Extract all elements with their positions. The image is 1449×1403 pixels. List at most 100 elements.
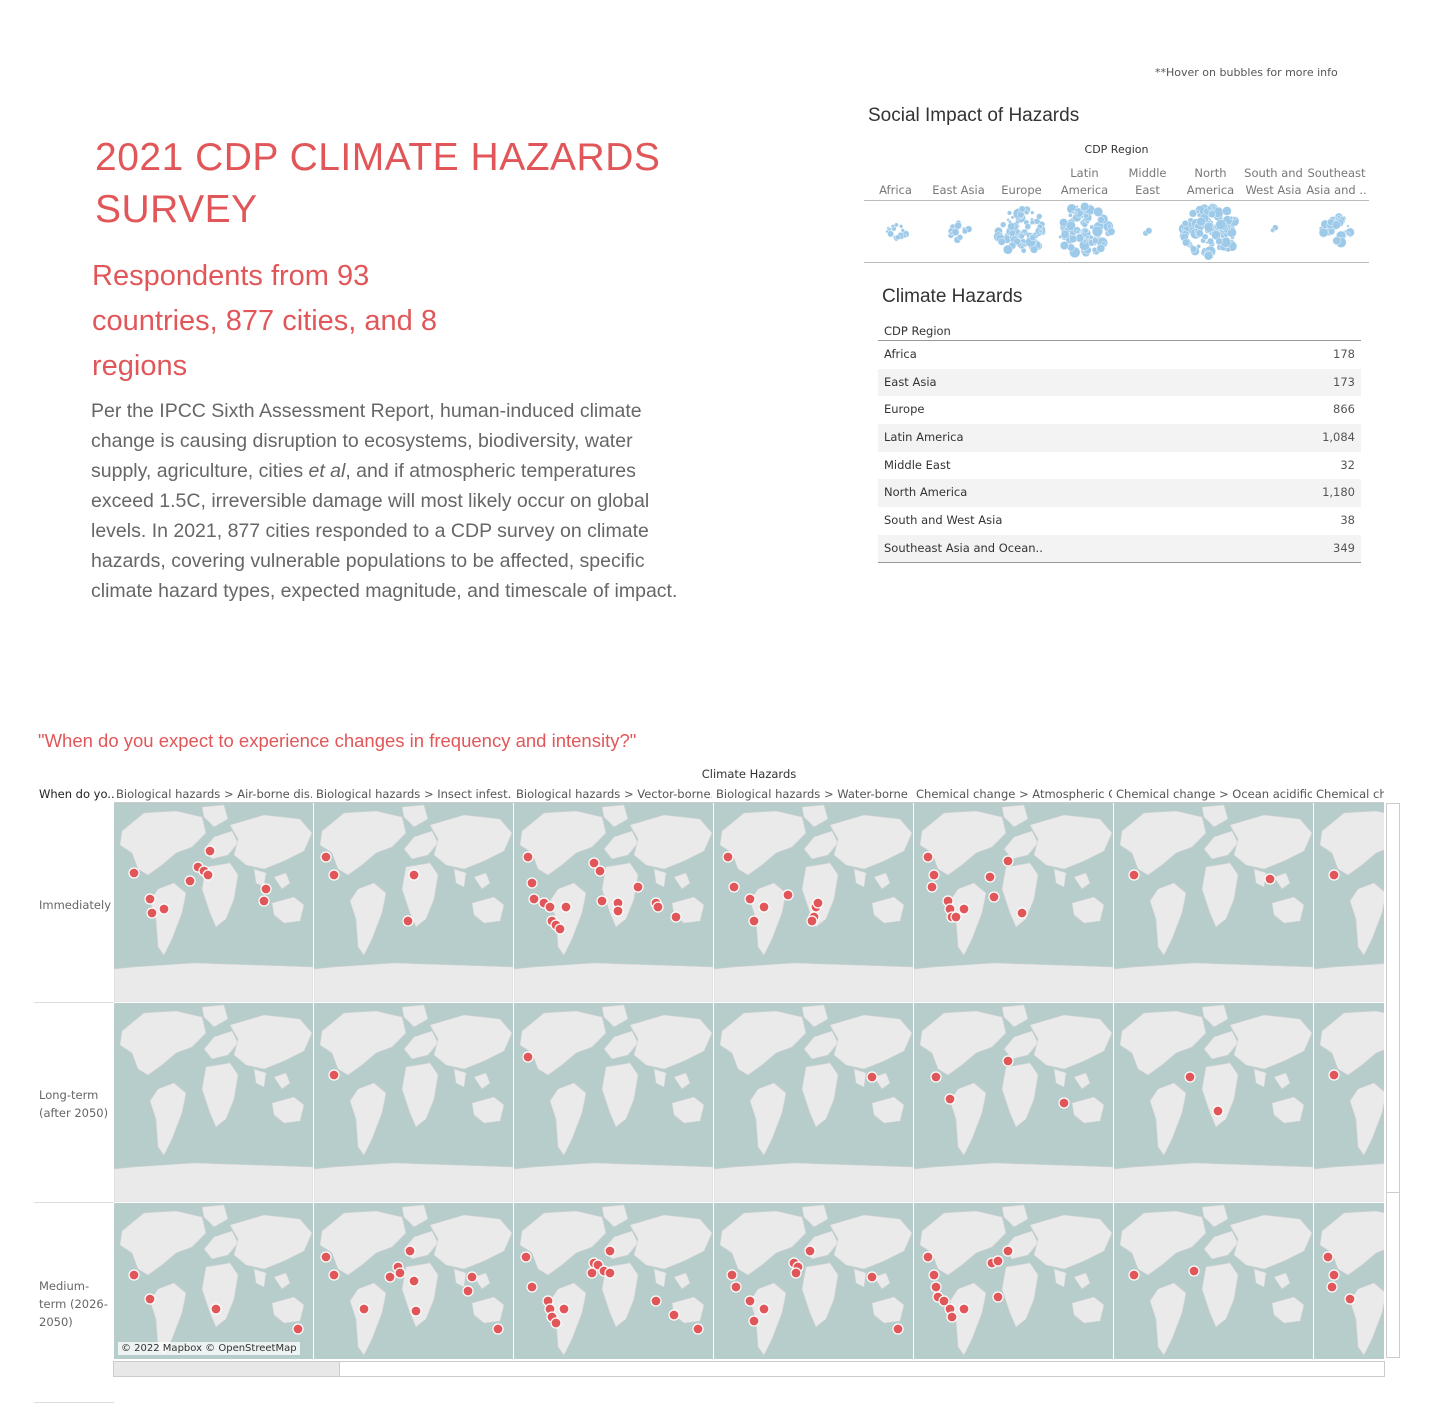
hazard-bubble[interactable] [1229, 215, 1234, 220]
city-marker[interactable] [492, 1323, 504, 1335]
region-bubble-cluster[interactable] [1270, 224, 1279, 233]
map-cell[interactable] [714, 1003, 914, 1202]
city-marker[interactable] [612, 905, 624, 917]
hazard-bubble[interactable] [1006, 218, 1010, 222]
world-map[interactable] [914, 1003, 1113, 1202]
world-map[interactable] [514, 1203, 713, 1359]
region-bubble-cluster[interactable] [1318, 212, 1355, 248]
world-map[interactable] [914, 803, 1113, 1002]
city-marker[interactable] [632, 881, 644, 893]
city-marker[interactable] [128, 1269, 140, 1281]
city-marker[interactable] [586, 1267, 598, 1279]
map-cell[interactable] [914, 1203, 1114, 1359]
map-cell[interactable] [114, 1203, 314, 1359]
city-marker[interactable] [928, 1269, 940, 1281]
map-cell[interactable] [314, 1003, 514, 1202]
city-marker[interactable] [958, 903, 970, 915]
city-marker[interactable] [328, 1069, 340, 1081]
hazard-bubble[interactable] [898, 224, 904, 229]
city-marker[interactable] [748, 915, 760, 927]
world-map[interactable] [114, 1203, 313, 1359]
city-marker[interactable] [938, 1295, 950, 1307]
city-marker[interactable] [930, 1071, 942, 1083]
world-map[interactable] [1314, 1203, 1384, 1359]
city-marker[interactable] [588, 857, 600, 869]
city-marker[interactable] [1002, 1055, 1014, 1067]
hazard-bubble[interactable] [1018, 205, 1026, 213]
vertical-scrollbar-thumb[interactable] [1387, 804, 1399, 1193]
world-map[interactable] [114, 1003, 313, 1202]
world-map[interactable] [1314, 1003, 1384, 1202]
city-marker[interactable] [744, 1295, 756, 1307]
map-grid[interactable] [114, 803, 1384, 1359]
hazard-bubble[interactable] [997, 237, 1006, 246]
city-marker[interactable] [1002, 1245, 1014, 1257]
map-cell[interactable] [314, 1203, 514, 1359]
city-marker[interactable] [652, 901, 664, 913]
hazard-bubble[interactable] [1188, 209, 1197, 218]
hazard-bubble[interactable] [1038, 229, 1043, 234]
region-bubble-cluster[interactable] [885, 222, 910, 242]
city-marker[interactable] [758, 1303, 770, 1315]
hazard-bubble[interactable] [1328, 228, 1336, 236]
hazard-bubble[interactable] [1201, 233, 1209, 241]
city-marker[interactable] [1328, 1069, 1340, 1081]
hazard-bubble[interactable] [895, 234, 901, 241]
hazard-bubble[interactable] [1036, 213, 1043, 220]
world-map[interactable] [1114, 803, 1313, 1002]
city-marker[interactable] [522, 851, 534, 863]
city-marker[interactable] [520, 1251, 532, 1263]
region-bubble-cluster[interactable] [947, 219, 973, 244]
map-cell[interactable] [514, 1003, 714, 1202]
hazard-bubble[interactable] [1181, 220, 1189, 228]
city-marker[interactable] [930, 1281, 942, 1293]
world-map[interactable] [514, 803, 713, 1002]
city-marker[interactable] [558, 1303, 570, 1315]
city-marker[interactable] [144, 1293, 156, 1305]
hazard-bubble[interactable] [1080, 202, 1090, 212]
hazard-bubble[interactable] [1215, 219, 1227, 230]
hazard-bubble[interactable] [1189, 245, 1198, 253]
world-map[interactable] [314, 1003, 513, 1202]
hazard-bubble[interactable] [1065, 220, 1076, 231]
city-marker[interactable] [748, 1315, 760, 1327]
table-row[interactable]: Europe 866 [878, 396, 1361, 424]
city-marker[interactable] [528, 893, 540, 905]
region-bubble-cluster[interactable] [1142, 227, 1153, 237]
city-marker[interactable] [1002, 855, 1014, 867]
city-marker[interactable] [202, 869, 214, 881]
city-marker[interactable] [260, 883, 272, 895]
hazard-bubble[interactable] [1083, 213, 1089, 219]
world-map[interactable] [114, 803, 313, 1002]
hazard-bubble[interactable] [1029, 219, 1035, 225]
hazard-bubble[interactable] [1207, 237, 1215, 245]
map-cell[interactable] [1114, 803, 1314, 1002]
city-marker[interactable] [984, 871, 996, 883]
hazard-bubble[interactable] [1024, 223, 1032, 230]
map-cell[interactable] [1314, 803, 1384, 1002]
city-marker[interactable] [144, 893, 156, 905]
city-marker[interactable] [988, 891, 1000, 903]
city-marker[interactable] [404, 1245, 416, 1257]
city-marker[interactable] [408, 869, 420, 881]
table-row[interactable]: South and West Asia 38 [878, 507, 1361, 535]
city-marker[interactable] [410, 1305, 422, 1317]
city-marker[interactable] [146, 907, 158, 919]
hazard-bubble[interactable] [1096, 244, 1106, 253]
city-marker[interactable] [184, 875, 196, 887]
hazard-bubble[interactable] [1107, 227, 1116, 236]
city-marker[interactable] [668, 1309, 680, 1321]
city-marker[interactable] [544, 901, 556, 913]
hazard-bubble[interactable] [1225, 247, 1231, 253]
city-marker[interactable] [650, 1295, 662, 1307]
hazard-bubble[interactable] [1106, 223, 1112, 229]
map-cell[interactable] [514, 1203, 714, 1359]
city-marker[interactable] [866, 1271, 878, 1283]
city-marker[interactable] [128, 867, 140, 879]
hazard-bubble[interactable] [887, 227, 892, 232]
city-marker[interactable] [922, 851, 934, 863]
world-map[interactable] [714, 1003, 913, 1202]
map-cell[interactable] [514, 803, 714, 1002]
hazard-bubble[interactable] [1093, 206, 1104, 217]
city-marker[interactable] [554, 923, 566, 935]
